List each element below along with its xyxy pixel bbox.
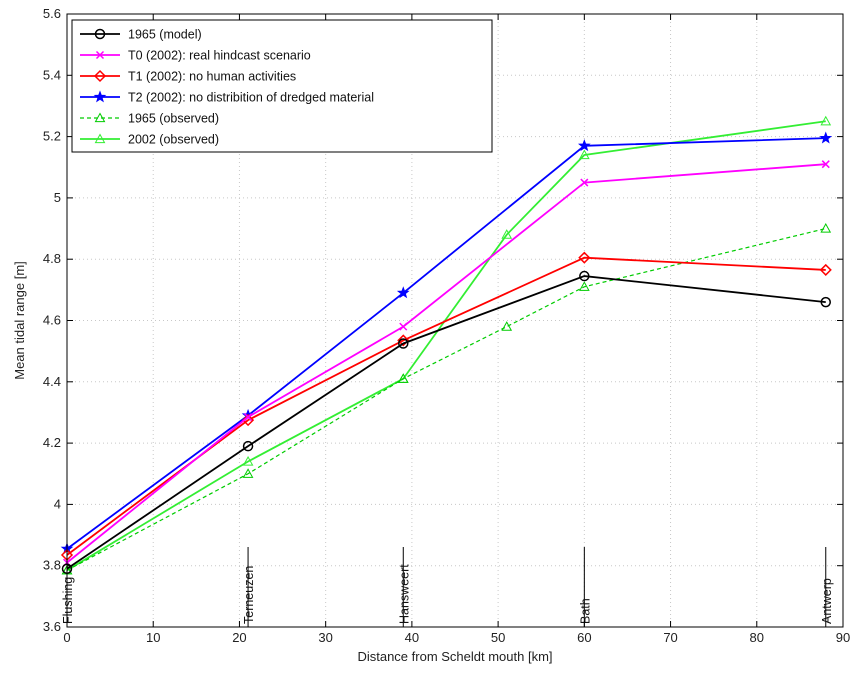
data-point: [93, 90, 107, 103]
legend-item: T0 (2002): real hindcast scenario: [80, 49, 311, 63]
series-2: [60, 251, 832, 562]
data-point: [95, 50, 105, 60]
x-tick-label: 10: [146, 630, 160, 645]
data-point: [578, 149, 590, 160]
x-tick-label: 40: [405, 630, 419, 645]
legend-label: 2002 (observed): [128, 133, 219, 147]
data-point: [94, 112, 106, 123]
data-point: [242, 414, 255, 427]
y-axis-label: Mean tidal range [m]: [12, 261, 27, 380]
legend-item: T2 (2002): no distribition of dredged ma…: [80, 90, 374, 105]
legend-item: T1 (2002): no human activities: [80, 70, 296, 84]
x-tick-label: 50: [491, 630, 505, 645]
data-point: [820, 115, 832, 126]
station-label: Terneuzen: [242, 566, 256, 624]
y-tick-label: 3.8: [43, 558, 61, 573]
series-0: [61, 270, 832, 575]
legend-label: T0 (2002): real hindcast scenario: [128, 49, 311, 63]
data-point: [578, 251, 591, 264]
series-line: [66, 120, 826, 572]
y-tick-label: 4: [54, 496, 61, 511]
series-line: [66, 227, 826, 571]
data-point: [94, 133, 106, 144]
series-line: [66, 275, 826, 570]
data-point: [821, 160, 830, 169]
legend-item: 1965 (model): [80, 28, 202, 42]
x-tick-label: 30: [318, 630, 332, 645]
data-point: [397, 373, 409, 383]
station-label: Bath: [578, 598, 592, 624]
data-point: [580, 178, 589, 187]
data-point: [819, 263, 832, 276]
x-axis-label: Distance from Scheldt mouth [km]: [357, 649, 552, 664]
series-3: [60, 131, 833, 555]
y-tick-label: 5: [54, 190, 61, 205]
data-point: [819, 131, 833, 144]
series-line: [66, 137, 826, 550]
y-tick-label: 3.6: [43, 619, 61, 634]
y-tick-label: 4.2: [43, 435, 61, 450]
y-tick-label: 5.2: [43, 129, 61, 144]
legend-item: 1965 (observed): [80, 112, 219, 126]
legend-label: T2 (2002): no distribition of dredged ma…: [128, 91, 374, 105]
data-point: [820, 296, 832, 308]
data-point: [579, 270, 590, 282]
data-point: [501, 229, 513, 239]
legend: 1965 (model) T0 (2002): real hindcast sce…: [71, 19, 493, 153]
x-tick-label: 60: [577, 630, 591, 645]
data-point: [93, 69, 107, 83]
series-4: [61, 223, 832, 575]
legend-label: 1965 (observed): [128, 112, 219, 126]
data-point: [242, 440, 254, 452]
station-label: Antwerp: [820, 578, 834, 624]
data-point: [501, 321, 513, 331]
legend-box: [71, 19, 493, 153]
data-point: [820, 223, 832, 233]
y-tick-label: 5.6: [43, 6, 61, 21]
station-label: Hansweert: [397, 564, 411, 624]
legend-label: 1965 (model): [128, 28, 202, 42]
series-5: [61, 115, 832, 575]
x-tick-label: 0: [63, 630, 70, 645]
data-point: [244, 413, 253, 422]
x-tick-label: 80: [750, 630, 764, 645]
y-tick-label: 5.4: [43, 67, 61, 82]
station-label: Flushing: [61, 577, 75, 624]
x-tick-label: 70: [663, 630, 677, 645]
legend-item: 2002 (observed): [80, 133, 219, 147]
data-point: [399, 322, 408, 331]
series-line: [66, 256, 826, 556]
data-point: [578, 281, 590, 291]
series-lines: [60, 115, 833, 575]
x-tick-label: 90: [836, 630, 850, 645]
data-point: [397, 334, 410, 347]
x-tick-label: 20: [232, 630, 246, 645]
legend-label: T1 (2002): no human activities: [128, 70, 296, 84]
data-point: [242, 468, 254, 478]
y-tick-label: 4.6: [43, 313, 61, 328]
series-1: [62, 160, 830, 567]
y-tick-label: 4.8: [43, 251, 61, 266]
data-point: [398, 338, 409, 349]
station-markers: Flushing Terneuzen Hansweert Bath Antwerp: [61, 547, 834, 627]
y-tick-label: 4.4: [43, 374, 61, 389]
data-point: [242, 455, 254, 466]
data-point: [578, 139, 591, 152]
axis-ticks: 0 10 20 30 40 50 60 70 80 90 3.6 3.8 4 4.2 4.4 4.6 4.8 5 5…: [43, 6, 850, 645]
data-point: [94, 28, 106, 40]
data-point: [396, 286, 410, 299]
